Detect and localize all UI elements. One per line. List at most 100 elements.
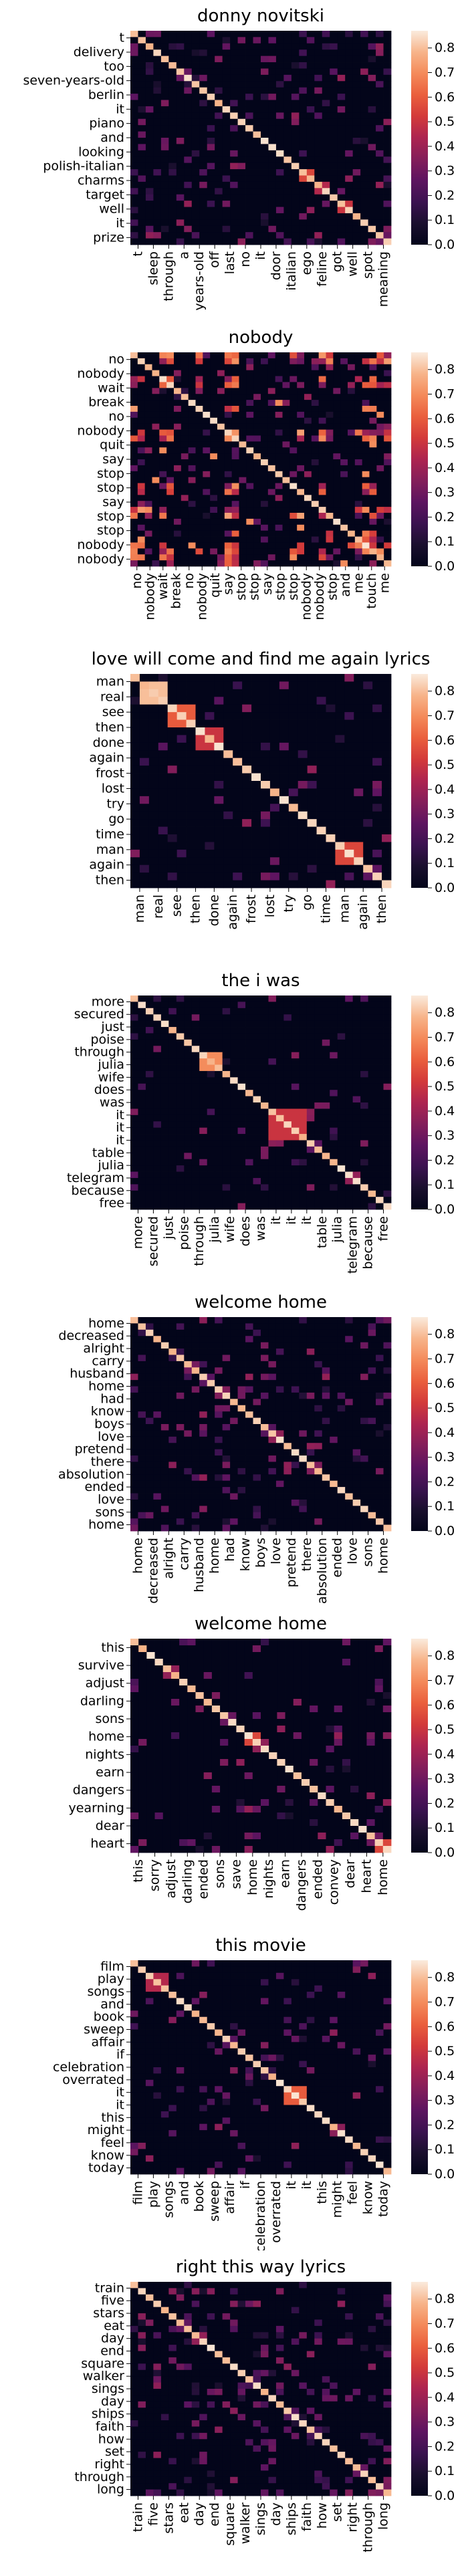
heatmap-cell bbox=[333, 400, 341, 406]
heatmap-cell bbox=[299, 1039, 308, 1046]
heatmap-cell bbox=[153, 201, 162, 207]
heatmap-cell bbox=[376, 364, 384, 371]
heatmap-cell bbox=[184, 169, 193, 176]
heatmap-cell bbox=[326, 423, 334, 430]
heatmap-cell bbox=[383, 1323, 392, 1330]
heatmap-cell bbox=[191, 1171, 200, 1179]
heatmap-cell bbox=[345, 1184, 354, 1191]
heatmap-cell bbox=[335, 880, 345, 889]
heatmap-cell bbox=[160, 1058, 169, 1065]
heatmap-cell bbox=[130, 483, 138, 489]
heatmap-cell bbox=[199, 1153, 208, 1160]
heatmap-cell bbox=[245, 131, 253, 138]
heatmap-cell bbox=[199, 1349, 208, 1355]
heatmap-cell bbox=[181, 548, 189, 555]
heatmap-cell bbox=[376, 411, 384, 419]
heatmap-cell bbox=[352, 1171, 361, 1179]
heatmap-cell bbox=[230, 1115, 238, 1122]
heatmap-cell bbox=[362, 489, 370, 495]
heatmap-cell bbox=[153, 1329, 162, 1336]
heatmap-cell bbox=[246, 453, 254, 460]
heatmap-cell bbox=[376, 125, 384, 132]
heatmap-cell bbox=[306, 207, 315, 214]
heatmap-cell bbox=[130, 542, 138, 549]
heatmap-cell bbox=[275, 530, 283, 537]
heatmap-cell bbox=[368, 87, 376, 94]
heatmap-cell bbox=[382, 804, 392, 812]
heatmap-cell bbox=[360, 1329, 368, 1336]
heatmap-cell bbox=[215, 1355, 223, 1362]
heatmap-cell bbox=[174, 536, 182, 543]
heatmap-cell bbox=[215, 112, 223, 120]
heatmap-cell bbox=[191, 68, 200, 76]
heatmap-cell bbox=[224, 524, 233, 532]
heatmap-cell bbox=[199, 74, 208, 82]
heatmap-cell bbox=[376, 37, 384, 44]
heatmap-cell bbox=[176, 1153, 185, 1160]
heatmap-cell bbox=[130, 94, 138, 100]
heatmap-cell bbox=[215, 1349, 223, 1355]
heatmap-cell bbox=[191, 1090, 200, 1096]
heatmap-cell bbox=[253, 477, 261, 483]
heatmap-cell bbox=[245, 62, 253, 69]
heatmap-cell bbox=[174, 400, 182, 406]
heatmap-cell bbox=[242, 796, 252, 804]
heatmap-cell bbox=[130, 1108, 138, 1116]
heatmap-cell bbox=[340, 518, 348, 525]
heatmap-cell bbox=[340, 507, 348, 513]
heatmap-cell bbox=[330, 1090, 338, 1096]
heatmap-cell bbox=[181, 489, 189, 495]
heatmap-cell bbox=[267, 417, 276, 425]
heatmap-cell bbox=[376, 429, 384, 436]
heatmap-cell bbox=[330, 1355, 338, 1362]
heatmap-cell bbox=[261, 232, 269, 239]
heatmap-cell bbox=[176, 131, 185, 138]
heatmap-cell bbox=[205, 880, 215, 889]
heatmap-cell bbox=[288, 811, 299, 820]
heatmap-cell bbox=[231, 394, 239, 400]
heatmap-cell bbox=[283, 138, 292, 144]
heatmap-cell bbox=[215, 100, 223, 107]
heatmap-cell bbox=[222, 1002, 231, 1009]
heatmap-cell bbox=[207, 1177, 215, 1185]
heatmap-cell bbox=[181, 501, 189, 507]
heatmap-cell bbox=[233, 804, 243, 812]
heatmap-cell bbox=[166, 524, 174, 532]
heatmap-cell bbox=[304, 560, 312, 567]
heatmap-cell bbox=[333, 471, 341, 478]
heatmap-cell bbox=[261, 43, 269, 50]
heatmap-cell bbox=[261, 781, 271, 789]
heatmap-cell bbox=[352, 1083, 361, 1090]
heatmap-cell bbox=[299, 1121, 308, 1129]
heatmap-cell bbox=[337, 1020, 346, 1028]
heatmap-cell bbox=[306, 49, 315, 57]
heatmap-cell bbox=[306, 1014, 315, 1022]
heatmap-cell bbox=[152, 489, 160, 495]
heatmap-cell bbox=[166, 370, 174, 376]
heatmap-cell bbox=[268, 238, 277, 245]
heatmap-cell bbox=[348, 352, 356, 359]
heatmap-cell bbox=[168, 62, 177, 69]
heatmap-cell bbox=[237, 219, 246, 227]
heatmap-cell bbox=[368, 1083, 376, 1090]
heatmap-cell bbox=[159, 536, 167, 543]
heatmap-cell bbox=[333, 554, 341, 561]
heatmap-cell bbox=[362, 536, 370, 543]
heatmap-cell bbox=[181, 471, 189, 478]
heatmap-cell bbox=[195, 872, 205, 881]
heatmap-cell bbox=[184, 1020, 193, 1028]
heatmap-cell bbox=[275, 100, 284, 107]
heatmap-cell bbox=[181, 518, 189, 525]
heatmap-cell bbox=[345, 188, 354, 195]
heatmap-cell bbox=[344, 674, 354, 682]
heatmap-cell bbox=[354, 495, 363, 501]
heatmap-cell bbox=[345, 1058, 354, 1065]
heatmap-cell bbox=[291, 1077, 300, 1084]
heatmap-cell bbox=[145, 188, 154, 195]
heatmap-cell bbox=[168, 1046, 177, 1053]
heatmap-cell bbox=[316, 704, 326, 713]
heatmap-cell bbox=[160, 1002, 169, 1009]
heatmap-cell bbox=[322, 169, 330, 176]
heatmap-cell bbox=[224, 364, 233, 371]
heatmap-cell bbox=[369, 477, 377, 483]
